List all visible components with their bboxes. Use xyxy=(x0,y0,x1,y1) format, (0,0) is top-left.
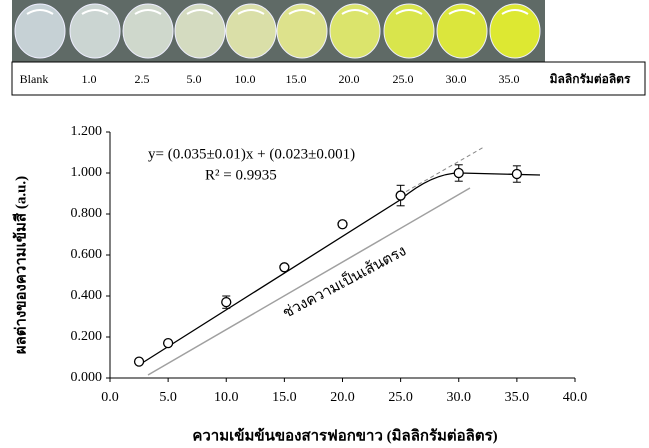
range-annotation: ช่วงความเป็นเส้นตรง xyxy=(279,241,409,322)
fit-curve xyxy=(139,173,540,365)
strip-label: Blank xyxy=(20,72,49,86)
y-tick-label: 1.000 xyxy=(71,165,103,180)
y-tick-label: 0.200 xyxy=(71,329,103,344)
x-tick-label: 5.0 xyxy=(159,390,177,405)
x-tick-label: 10.0 xyxy=(214,390,239,405)
linear-range-line xyxy=(148,188,470,375)
well xyxy=(226,4,276,58)
well xyxy=(330,4,380,58)
r-squared: R² = 0.9935 xyxy=(205,167,277,183)
x-tick-label: 0.0 xyxy=(101,390,119,405)
figure: มิลลิกรัมต่อลิตร ผลต่างของความเข้มสี (a.… xyxy=(0,0,649,448)
data-point xyxy=(512,170,521,179)
data-point xyxy=(222,298,231,307)
strip-label: 2.5 xyxy=(135,72,150,86)
well xyxy=(384,4,434,58)
y-tick-label: 0.800 xyxy=(71,206,103,221)
strip-label: 25.0 xyxy=(393,72,414,86)
strip-label: 35.0 xyxy=(499,72,520,86)
page: {"strip": {"labels": ["Blank", "1.0", "2… xyxy=(0,0,649,448)
x-tick-label: 25.0 xyxy=(388,390,413,405)
x-tick-label: 40.0 xyxy=(563,390,588,405)
data-point xyxy=(338,220,347,229)
well xyxy=(15,4,65,58)
y-axis-label: ผลต่างของความเข้มสี (a.u.) xyxy=(12,176,29,354)
data-point xyxy=(396,191,405,200)
strip-label: 15.0 xyxy=(286,72,307,86)
well xyxy=(490,4,540,58)
strip-label: 5.0 xyxy=(187,72,202,86)
well xyxy=(277,4,327,58)
data-point xyxy=(280,263,289,272)
well xyxy=(123,4,173,58)
x-tick-label: 30.0 xyxy=(447,390,472,405)
strip-unit: มิลลิกรัมต่อลิตร xyxy=(550,72,631,86)
y-tick-label: 0.000 xyxy=(71,370,103,385)
data-point xyxy=(454,169,463,178)
y-tick-label: 1.200 xyxy=(71,124,103,139)
well xyxy=(175,4,225,58)
y-tick-label: 0.400 xyxy=(71,288,103,303)
x-tick-label: 20.0 xyxy=(330,390,355,405)
data-point xyxy=(164,339,173,348)
well xyxy=(70,4,120,58)
well xyxy=(437,4,487,58)
y-tick-label: 0.600 xyxy=(71,247,103,262)
x-axis-label: ความเข้มข้นของสารฟอกขาว (มิลลิกรัมต่อลิต… xyxy=(192,426,497,444)
data-point xyxy=(135,357,144,366)
strip-label: 1.0 xyxy=(82,72,97,86)
trend-extension xyxy=(400,147,484,195)
strip-label: 30.0 xyxy=(446,72,467,86)
x-tick-label: 15.0 xyxy=(272,390,297,405)
strip-label: 10.0 xyxy=(235,72,256,86)
equation: y= (0.035±0.01)x + (0.023±0.001) xyxy=(148,146,355,162)
strip-label: 20.0 xyxy=(339,72,360,86)
x-tick-label: 35.0 xyxy=(505,390,530,405)
